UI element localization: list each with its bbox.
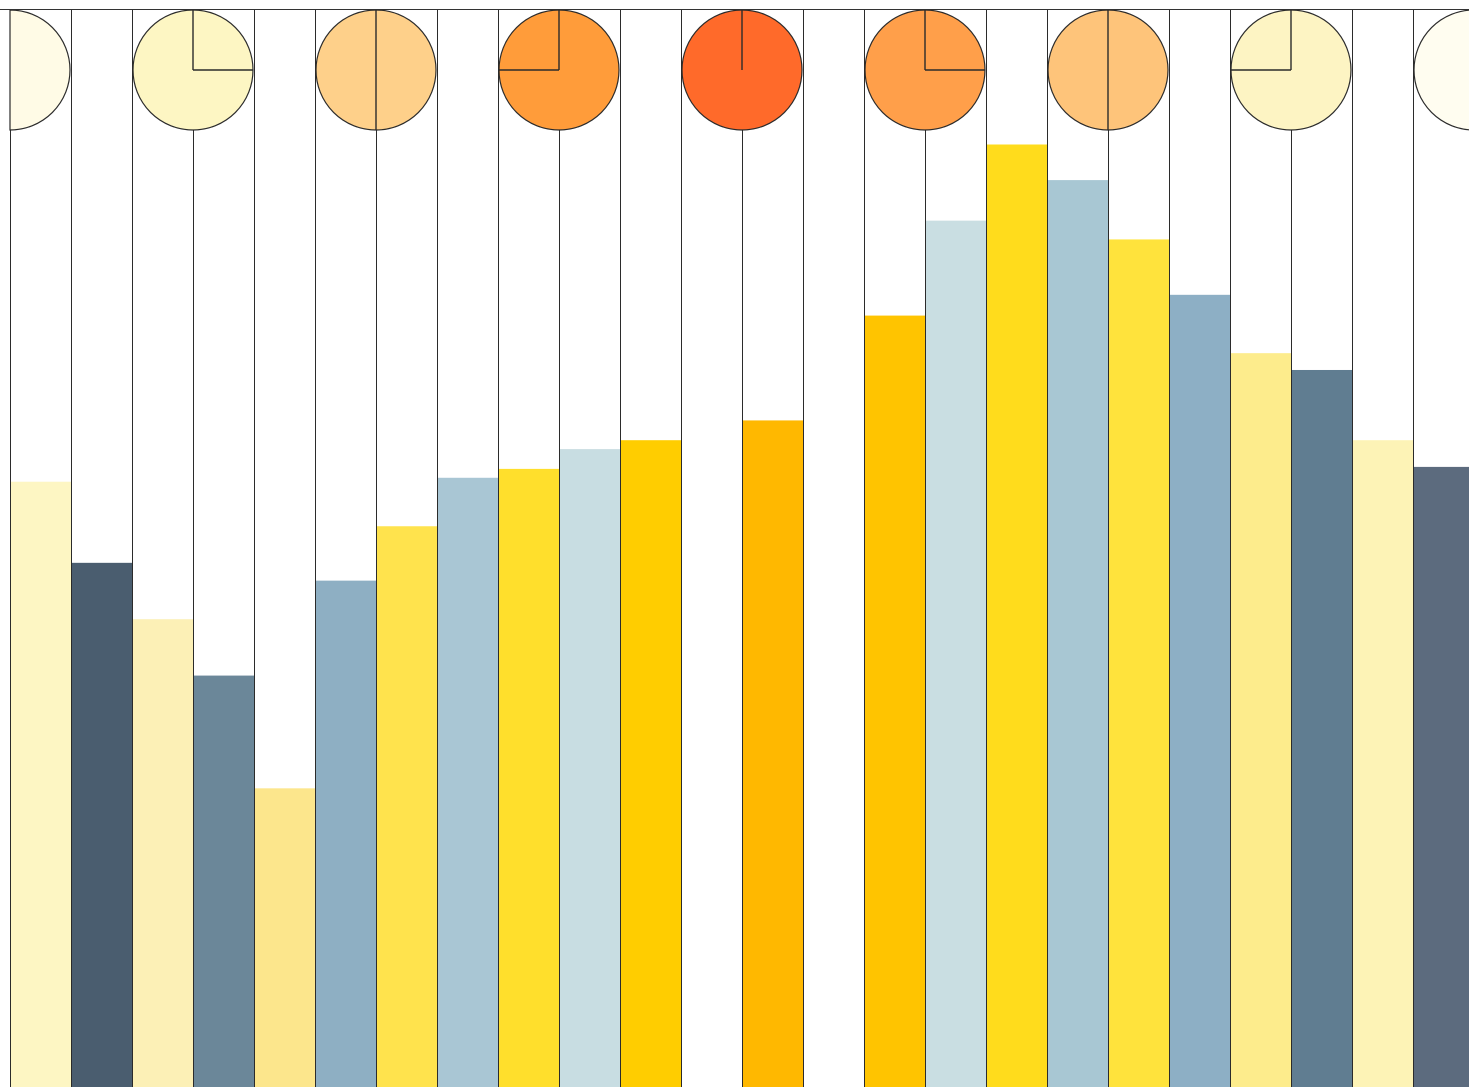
clock-face [9,9,71,131]
clock-marker-1 [9,9,71,131]
bar-4 [193,675,254,1087]
bar-23 [1352,440,1413,1087]
clock-marker-5 [681,9,803,131]
bar-20 [1169,294,1230,1087]
clock-marker-8 [1230,9,1352,131]
clock-marker-2 [132,9,254,131]
bar-group [10,144,1469,1087]
bar-8 [437,477,498,1087]
bar-3 [132,619,193,1087]
bar-24 [1413,466,1469,1087]
bar-11 [620,440,681,1087]
clock-marker-9 [1413,9,1469,131]
bar-7 [376,526,437,1087]
bar-1 [10,481,71,1087]
column-dividers [10,9,1414,1087]
bar-16 [925,220,986,1087]
bar-17 [986,144,1047,1087]
bar-9 [498,468,559,1087]
bar-10 [559,449,620,1087]
bar-5 [254,788,315,1087]
bar-21 [1230,353,1291,1087]
bar-19 [1108,239,1169,1087]
bar-6 [315,580,376,1087]
bar-18 [1047,180,1108,1087]
bar-15 [864,315,925,1087]
clock-marker-7 [1047,9,1169,131]
clock-marker-3 [315,9,437,131]
clock-marker-6 [864,9,986,131]
bar-22 [1291,369,1352,1087]
clock-marker-4 [498,9,620,131]
bar-13 [742,420,803,1087]
clock-markers [9,9,1469,131]
clock-face [1413,9,1469,131]
bar-2 [71,562,132,1087]
